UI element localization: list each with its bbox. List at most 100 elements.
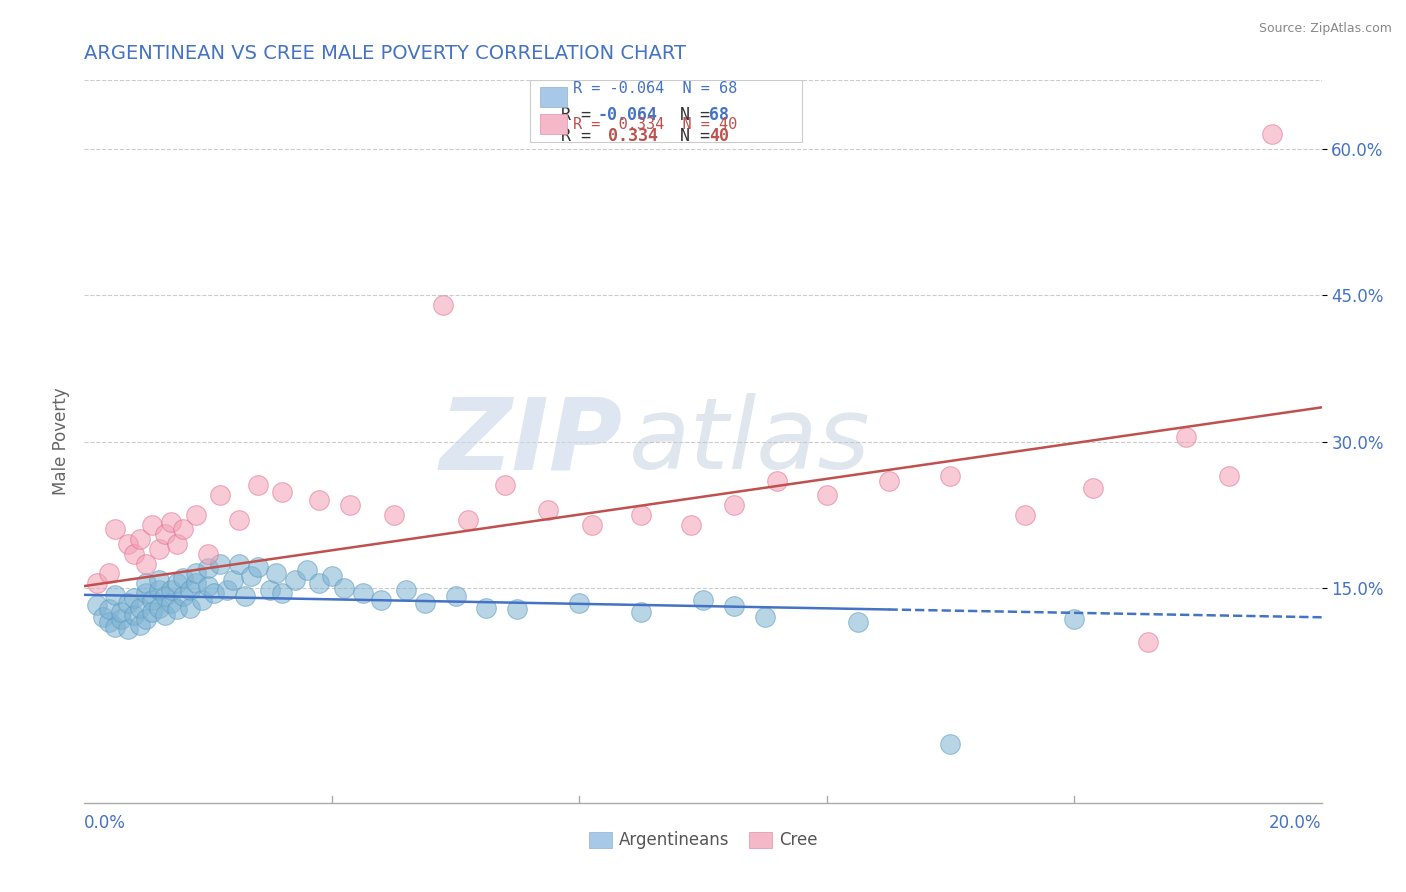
Point	[1014, 508, 1036, 522]
Text: 0.334: 0.334	[598, 128, 658, 145]
Point	[432, 298, 454, 312]
Point	[444, 589, 467, 603]
Point	[537, 503, 560, 517]
Point	[91, 610, 114, 624]
Point	[98, 566, 121, 581]
Point	[148, 582, 170, 597]
Point	[98, 615, 121, 630]
Point	[153, 589, 176, 603]
Point	[110, 606, 132, 620]
Text: 20.0%: 20.0%	[1270, 814, 1322, 832]
Text: R =  0.334  N = 40: R = 0.334 N = 40	[574, 117, 737, 132]
Point	[259, 582, 281, 597]
Point	[209, 488, 232, 502]
Point	[475, 600, 498, 615]
Point	[228, 557, 250, 571]
Point	[179, 600, 201, 615]
Point	[104, 620, 127, 634]
Text: 0.0%: 0.0%	[84, 814, 127, 832]
FancyBboxPatch shape	[530, 80, 801, 142]
Point	[766, 474, 789, 488]
Point	[104, 588, 127, 602]
Point	[135, 612, 157, 626]
FancyBboxPatch shape	[540, 87, 567, 107]
Point	[413, 596, 436, 610]
Point	[135, 557, 157, 571]
Point	[846, 615, 869, 630]
Point	[1261, 127, 1284, 141]
Point	[172, 571, 194, 585]
Point	[141, 592, 163, 607]
Point	[184, 566, 207, 581]
Point	[228, 513, 250, 527]
Text: ZIP: ZIP	[440, 393, 623, 490]
Point	[233, 589, 256, 603]
Point	[723, 599, 745, 613]
Point	[172, 589, 194, 603]
Point	[506, 602, 529, 616]
Point	[877, 474, 900, 488]
Point	[86, 576, 108, 591]
Point	[321, 569, 343, 583]
Point	[1063, 612, 1085, 626]
Point	[692, 592, 714, 607]
Text: R =: R =	[561, 105, 600, 124]
Y-axis label: Male Poverty: Male Poverty	[52, 388, 70, 495]
Point	[308, 493, 330, 508]
Text: 40: 40	[709, 128, 730, 145]
Point	[117, 537, 139, 551]
Text: N =: N =	[659, 105, 720, 124]
Point	[284, 573, 307, 587]
Point	[184, 508, 207, 522]
Point	[166, 602, 188, 616]
Point	[148, 573, 170, 587]
Text: 68: 68	[709, 105, 730, 124]
Point	[568, 596, 591, 610]
Point	[129, 618, 152, 632]
Point	[166, 537, 188, 551]
Point	[754, 610, 776, 624]
Point	[382, 508, 405, 522]
Point	[166, 576, 188, 591]
Point	[581, 517, 603, 532]
Point	[141, 606, 163, 620]
Point	[172, 523, 194, 537]
Point	[939, 737, 962, 751]
Point	[209, 557, 232, 571]
Point	[202, 586, 225, 600]
Point	[117, 622, 139, 636]
Legend: Argentineans, Cree: Argentineans, Cree	[582, 824, 824, 856]
Point	[240, 569, 263, 583]
Point	[148, 541, 170, 556]
Point	[160, 596, 183, 610]
Point	[160, 515, 183, 529]
Point	[457, 513, 479, 527]
Point	[246, 478, 269, 492]
Point	[271, 586, 294, 600]
Point	[184, 576, 207, 591]
Point	[197, 561, 219, 575]
Point	[630, 508, 652, 522]
Point	[153, 527, 176, 541]
Point	[333, 581, 356, 595]
Point	[352, 586, 374, 600]
Point	[98, 602, 121, 616]
Text: -0.064: -0.064	[598, 105, 658, 124]
Point	[815, 488, 838, 502]
Text: N =: N =	[659, 128, 720, 145]
Point	[295, 563, 318, 577]
Point	[179, 582, 201, 597]
Point	[129, 532, 152, 546]
Point	[153, 608, 176, 623]
Text: ARGENTINEAN VS CREE MALE POVERTY CORRELATION CHART: ARGENTINEAN VS CREE MALE POVERTY CORRELA…	[84, 45, 686, 63]
Point	[135, 586, 157, 600]
Point	[160, 582, 183, 597]
Point	[86, 598, 108, 612]
Point	[122, 591, 145, 605]
Point	[117, 596, 139, 610]
Point	[494, 478, 516, 492]
Point	[264, 566, 287, 581]
Text: Source: ZipAtlas.com: Source: ZipAtlas.com	[1258, 22, 1392, 36]
Point	[197, 579, 219, 593]
Point	[271, 485, 294, 500]
